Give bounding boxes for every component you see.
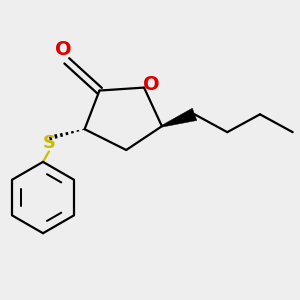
Polygon shape — [162, 108, 197, 127]
Text: O: O — [56, 40, 72, 59]
Text: O: O — [143, 75, 160, 94]
Text: S: S — [42, 134, 56, 152]
